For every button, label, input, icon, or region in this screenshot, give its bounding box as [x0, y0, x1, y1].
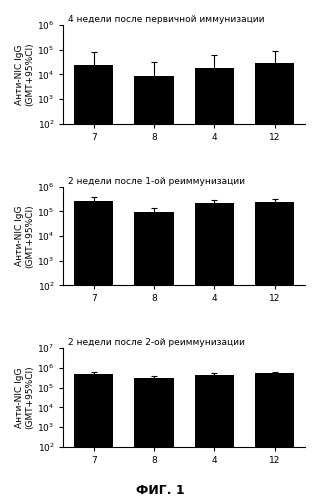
Bar [255, 62, 294, 500]
Text: 2 недели после 1-ой реиммунизации: 2 недели после 1-ой реиммунизации [68, 176, 245, 186]
Bar [195, 68, 234, 500]
Bar [134, 76, 174, 500]
Bar [74, 200, 113, 500]
Bar [195, 374, 234, 500]
Bar [195, 203, 234, 500]
Y-axis label: Анти-NIC IgG
(GMT+95%CI): Анти-NIC IgG (GMT+95%CI) [15, 366, 35, 430]
Text: 4 недели после первичной иммунизации: 4 недели после первичной иммунизации [68, 15, 265, 24]
Bar [74, 374, 113, 500]
Bar [134, 378, 174, 500]
Text: 2 недели после 2-ой реиммунизации: 2 недели после 2-ой реиммунизации [68, 338, 245, 347]
Bar [74, 64, 113, 500]
Y-axis label: Анти-NIC IgG
(GMT+95%CI): Анти-NIC IgG (GMT+95%CI) [15, 42, 35, 106]
Bar [134, 212, 174, 500]
Bar [255, 202, 294, 500]
Text: ФИГ. 1: ФИГ. 1 [136, 484, 184, 498]
Y-axis label: Анти-NIC IgG
(GMT+95%CI): Анти-NIC IgG (GMT+95%CI) [15, 204, 35, 268]
Bar [255, 373, 294, 500]
